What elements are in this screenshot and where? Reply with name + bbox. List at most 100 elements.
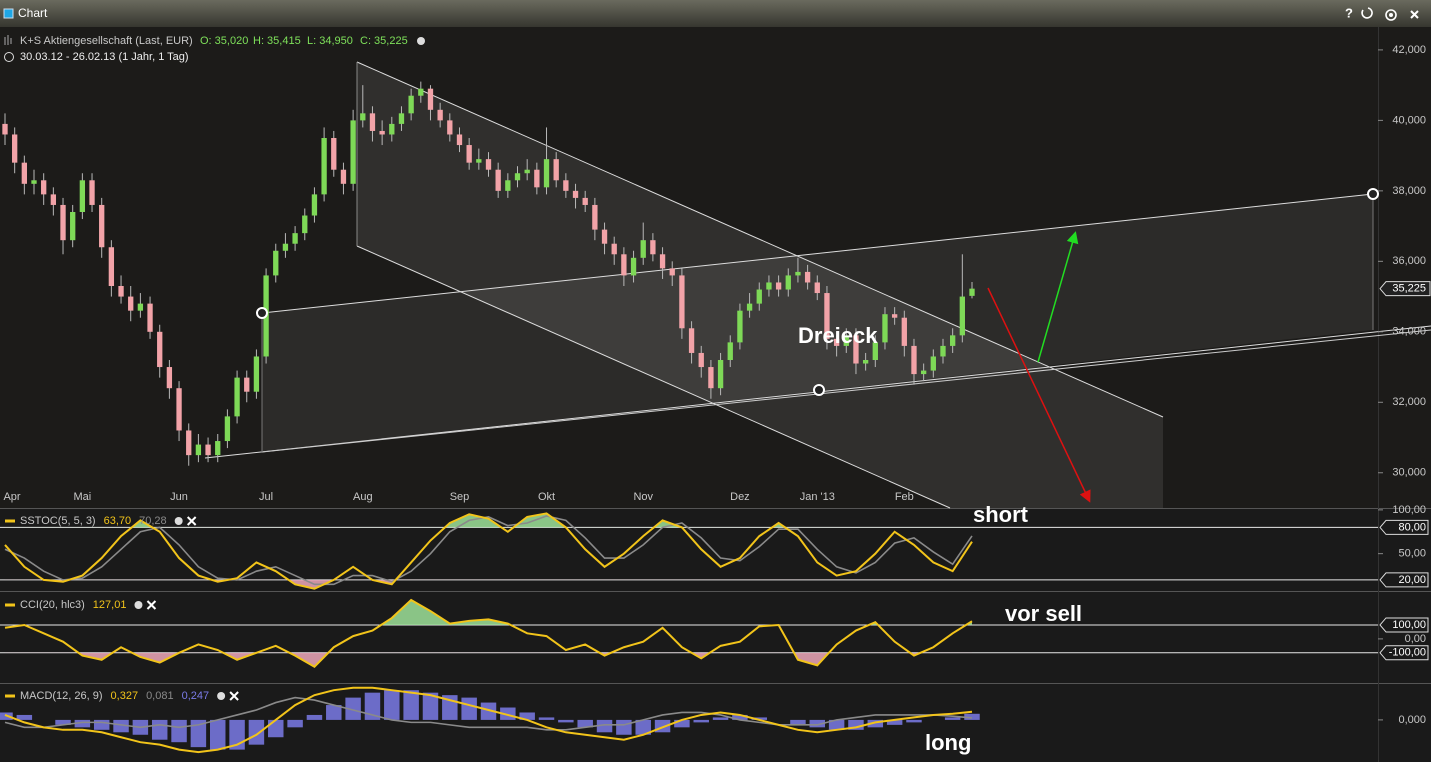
candle-body <box>756 289 762 304</box>
indicator-line <box>4 686 973 754</box>
candle-body <box>920 370 927 375</box>
window-icon <box>3 8 14 19</box>
ohlc-label: L: 34,950 <box>307 35 353 47</box>
histogram-bar <box>519 712 535 720</box>
level-label-box <box>1379 645 1429 661</box>
candle-body <box>853 335 859 364</box>
x-tick-label: Apr <box>3 491 20 503</box>
histogram-bar <box>693 719 709 723</box>
indicator-settings[interactable] <box>134 601 143 609</box>
candle-body <box>418 88 424 96</box>
histogram-bar <box>210 719 226 750</box>
indicator-value: 0,247 <box>182 690 210 702</box>
candle-body <box>456 134 463 146</box>
indicator-value: 127,01 <box>93 599 127 611</box>
candle-body <box>118 286 124 297</box>
candle-body <box>321 138 327 195</box>
candle-body <box>12 134 18 163</box>
candle-body <box>785 275 791 290</box>
indicator-remove[interactable] <box>229 691 239 701</box>
histogram-bar <box>886 719 903 725</box>
candle-body <box>862 360 869 364</box>
candle-body <box>601 229 608 244</box>
candle-body <box>244 377 250 392</box>
candle-body <box>70 212 76 241</box>
candle-body <box>950 335 956 346</box>
histogram-bar <box>190 719 207 748</box>
handle[interactable] <box>256 307 268 319</box>
candle-body <box>485 159 492 170</box>
histogram-bar <box>151 719 168 740</box>
indicator-settings[interactable] <box>217 692 226 700</box>
histogram-bar <box>345 697 361 720</box>
level-label-box <box>1379 572 1429 588</box>
histogram-bar <box>74 719 91 728</box>
x-tick-label: Okt <box>538 491 555 503</box>
histogram-bar <box>616 719 632 735</box>
histogram-bar <box>480 702 497 720</box>
histogram-bar <box>577 719 593 728</box>
candle-body <box>41 180 47 195</box>
annotation: Dreieck <box>798 323 878 348</box>
reset-icon <box>1361 7 1373 19</box>
ohlc-label: H: 35,415 <box>253 35 301 47</box>
candle-body <box>50 194 57 205</box>
histogram-bar <box>964 713 980 720</box>
handle[interactable] <box>813 384 825 396</box>
candle-body <box>350 120 356 184</box>
candle-body <box>524 169 530 174</box>
histogram-bar <box>751 717 767 720</box>
handle[interactable] <box>1367 188 1379 200</box>
candle-body <box>408 95 414 114</box>
candle-body <box>795 271 801 276</box>
help-button[interactable]: ? <box>1345 5 1353 20</box>
candle-body <box>128 296 134 311</box>
candle-body <box>273 250 279 276</box>
candle-body <box>495 169 501 191</box>
trend-line <box>356 61 1164 418</box>
candle-body <box>253 356 260 392</box>
candle-body <box>891 314 898 318</box>
candle-body <box>205 444 211 456</box>
close-button[interactable] <box>1410 10 1419 19</box>
candle-body <box>775 282 782 290</box>
candle-body <box>292 233 298 244</box>
candle-body <box>302 215 308 234</box>
ohlc-label: O: 35,020 <box>200 35 248 47</box>
candle-body <box>427 88 434 110</box>
candle-body <box>31 180 37 184</box>
indicator-remove[interactable] <box>146 600 157 610</box>
indicator-remove[interactable] <box>186 516 197 526</box>
reset-button[interactable] <box>1361 7 1373 19</box>
indicator-value: 0,081 <box>146 690 174 702</box>
x-tick-label: Jul <box>259 491 273 503</box>
histogram-bar <box>55 719 71 725</box>
candle-body <box>630 257 637 276</box>
x-tick-label: Feb <box>895 491 914 503</box>
long-arrow <box>1037 231 1079 363</box>
histogram-bar <box>403 690 419 720</box>
candle-body <box>166 367 173 389</box>
chart-type-icon <box>4 35 12 45</box>
settings-icon[interactable] <box>417 37 425 45</box>
candle-body <box>234 377 240 417</box>
candle-body <box>534 169 540 188</box>
y-tick-label: 50,00 <box>1398 548 1426 560</box>
histogram-bar <box>558 719 574 723</box>
histogram-bar <box>674 719 690 728</box>
histogram-bar <box>326 705 342 720</box>
settings-button[interactable] <box>1385 9 1397 21</box>
candle-body <box>959 296 965 336</box>
histogram-bar <box>867 719 884 728</box>
candle-body <box>224 416 231 442</box>
indicator-settings[interactable] <box>174 517 183 525</box>
annotation: long <box>925 730 971 755</box>
candle-body <box>911 345 917 375</box>
histogram-bar <box>712 717 729 720</box>
level-label-box <box>1379 519 1429 535</box>
candle-body <box>621 254 627 276</box>
histogram-bar <box>113 719 129 733</box>
annotation: vor sell <box>1005 601 1082 626</box>
histogram-bar <box>732 714 748 720</box>
ohlc-label: C: 35,225 <box>360 35 408 47</box>
